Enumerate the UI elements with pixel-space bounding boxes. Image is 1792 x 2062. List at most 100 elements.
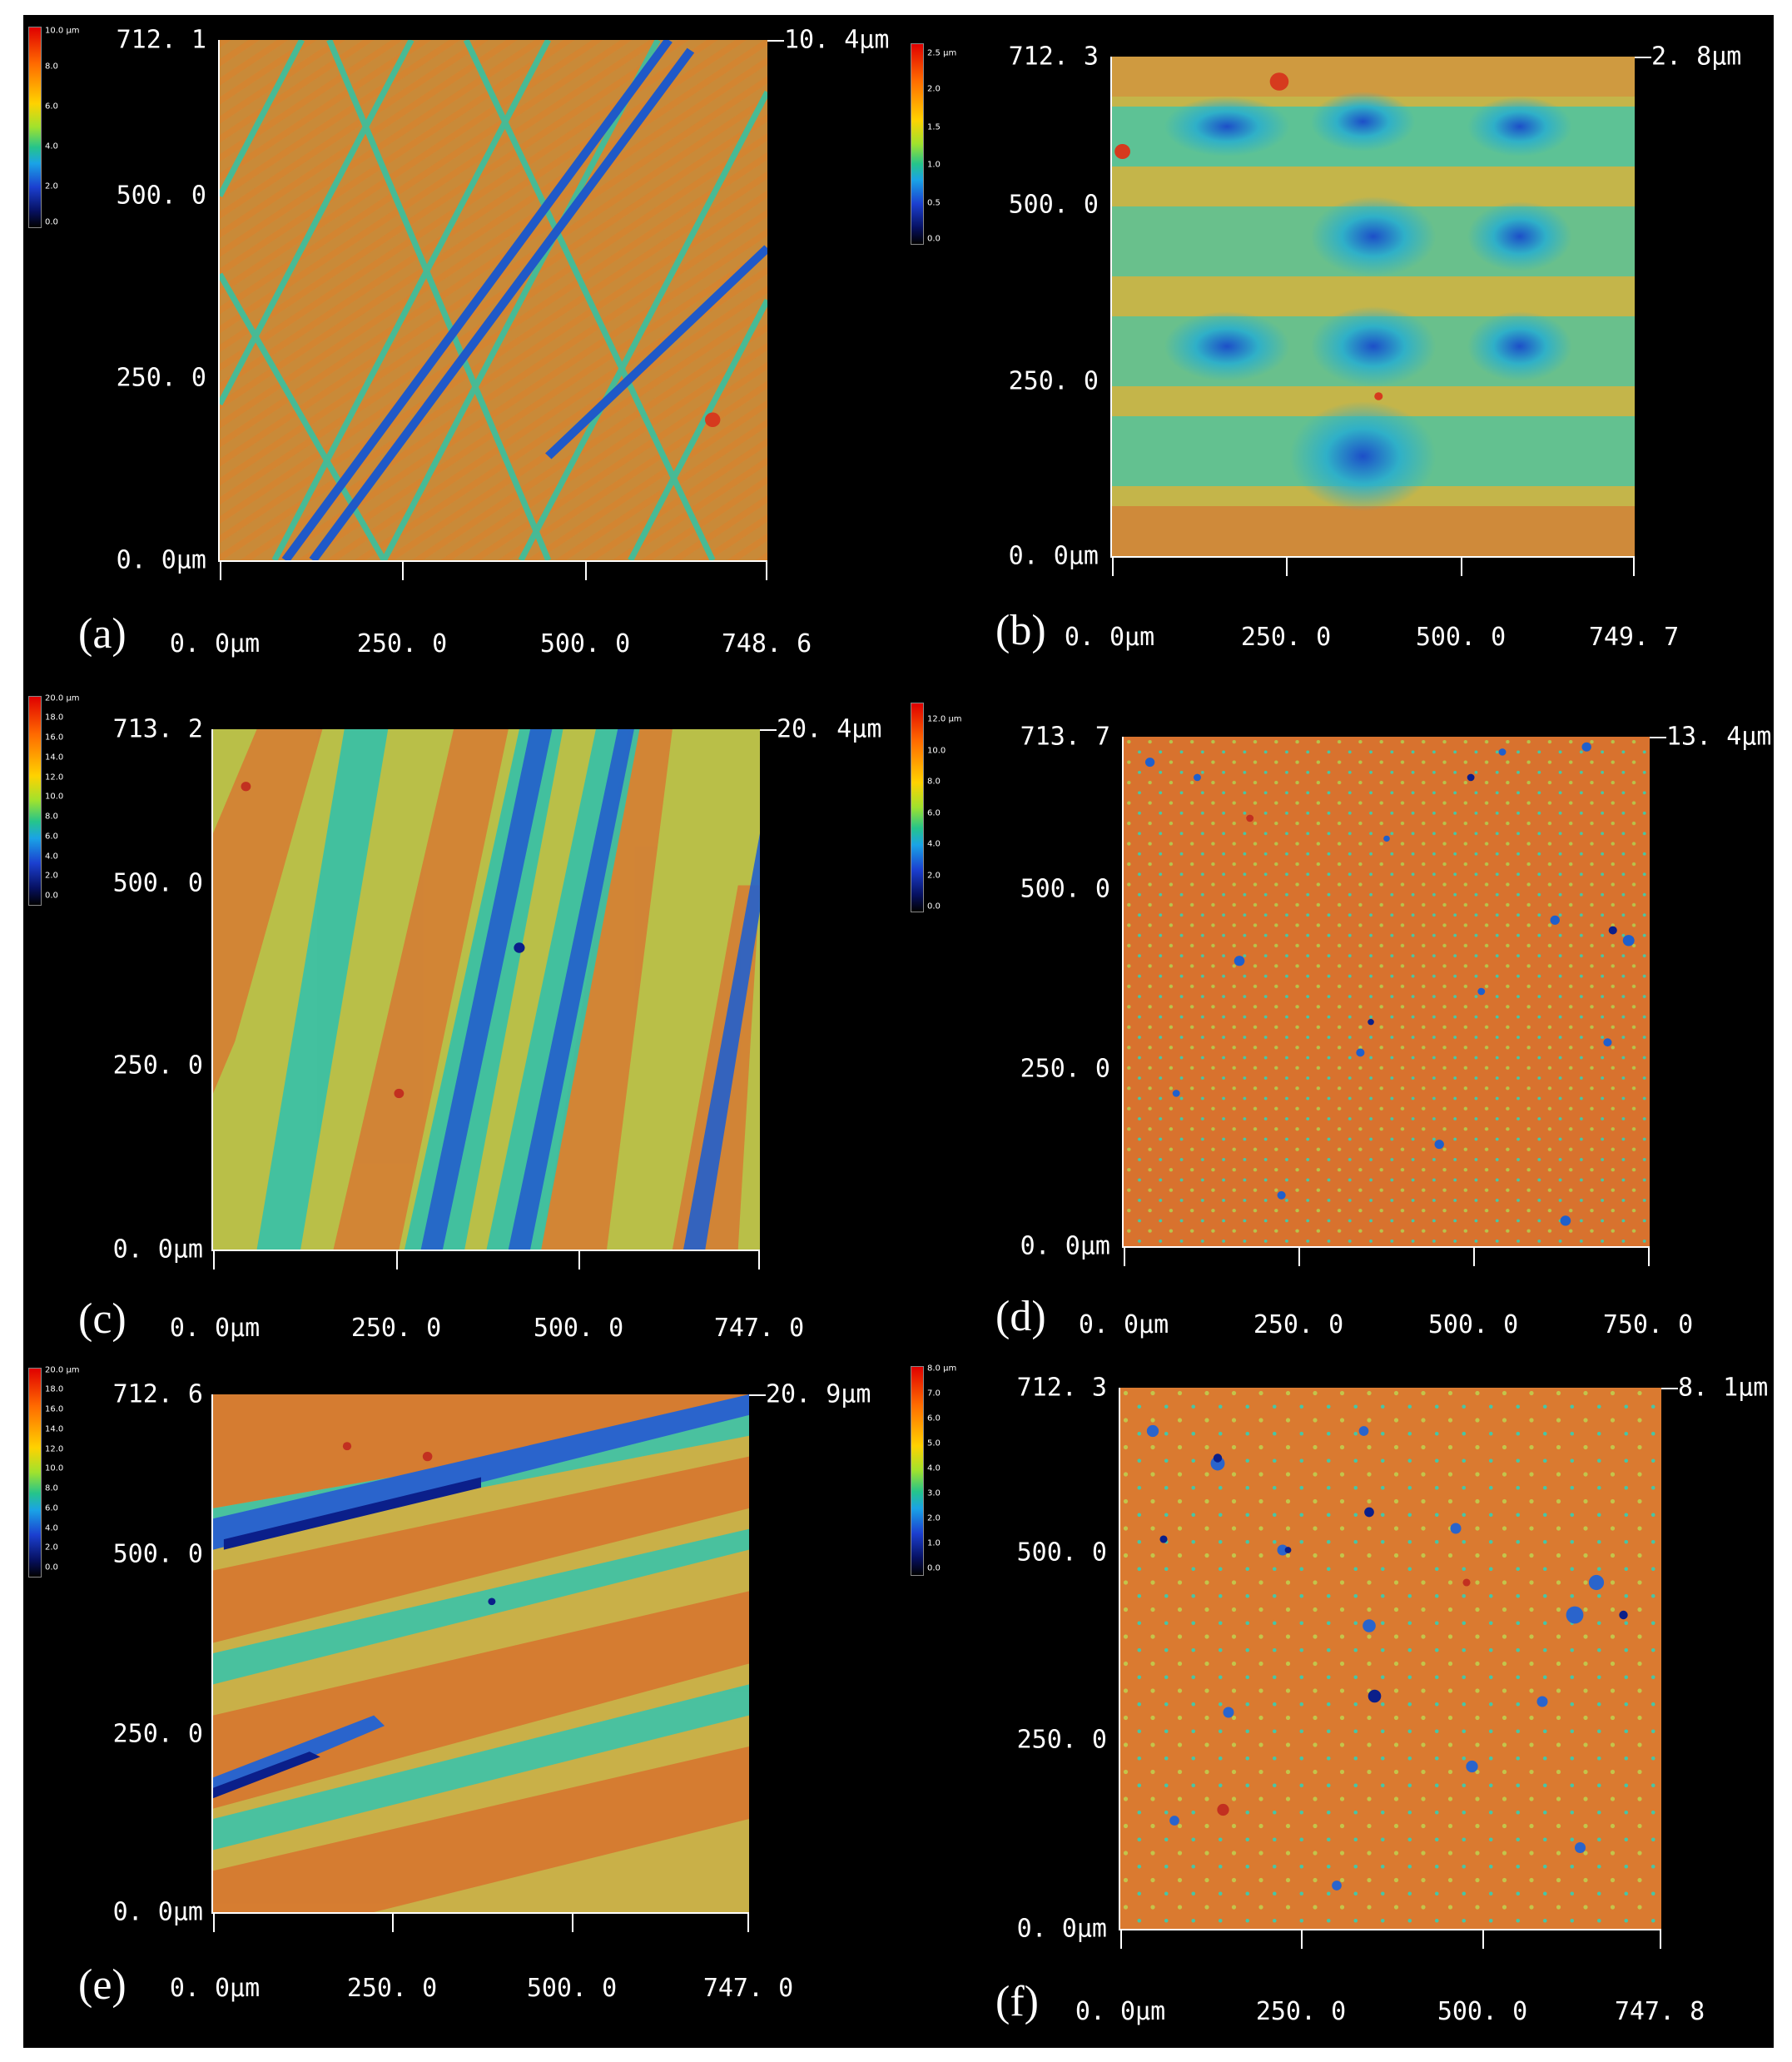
y-axis (218, 40, 220, 562)
x-tick (1120, 1929, 1122, 1949)
cb-tick: 0.0 (927, 1563, 941, 1573)
x-label-500: 500. 0 (1427, 1310, 1519, 1339)
cb-tick: 1.5 (927, 122, 941, 132)
colorbar (911, 703, 924, 912)
cb-tick: 4.0 (45, 142, 58, 152)
x-tick (1286, 556, 1288, 576)
cb-tick: 4.0 (927, 839, 941, 849)
panel-d: 12.0 µm 10.0 8.0 6.0 4.0 2.0 0.0 (906, 689, 1771, 1355)
cb-tick: 12.0 µm (927, 714, 962, 724)
x-label-max: 749. 7 (1588, 623, 1680, 652)
x-tick (392, 1912, 394, 1932)
y-axis (211, 1394, 213, 1914)
cb-tick: 14.0 (45, 1424, 64, 1434)
cb-tick: 10.0 µm (45, 26, 80, 36)
x-tick (1633, 556, 1635, 576)
panel-label: (b) (995, 607, 1046, 654)
cb-tick: 0.0 (927, 234, 941, 244)
x-label-500: 500. 0 (1415, 623, 1507, 652)
z-max-line (1661, 1388, 1678, 1389)
cb-tick: 2.5 µm (927, 48, 957, 58)
x-tick (213, 1250, 215, 1269)
colorbar (911, 1366, 924, 1576)
panel-label: (a) (78, 610, 127, 658)
cb-tick: 16.0 (45, 733, 64, 743)
panel-label: (e) (78, 1961, 127, 2009)
colorbar (28, 1368, 42, 1578)
x-tick (396, 1250, 398, 1269)
x-label-250: 250. 0 (1253, 1310, 1344, 1339)
cb-tick: 6.0 (45, 1503, 58, 1513)
y-label-top: 713. 7 (1020, 722, 1110, 752)
panel-label: (d) (995, 1293, 1046, 1340)
y-label-zero: 0. 0µm (116, 545, 206, 575)
x-axis (213, 1912, 749, 1914)
y-label-top: 712. 3 (1016, 1373, 1107, 1403)
y-axis (1119, 1388, 1120, 1930)
x-label-zero: 0. 0µm (1078, 1310, 1169, 1339)
cb-tick: 2.0 (45, 871, 58, 881)
z-max-line (767, 40, 784, 42)
cb-tick: 0.0 (45, 217, 58, 227)
panel-c: 20.0 µm 18.0 16.0 14.0 12.0 10.0 8.0 6.0… (23, 689, 897, 1355)
cb-tick: 1.0 (927, 160, 941, 170)
z-max-line (749, 1394, 766, 1396)
cb-tick: 2.0 (45, 181, 58, 191)
cb-tick: 20.0 µm (45, 693, 80, 703)
z-max-line (760, 729, 777, 731)
x-label-250: 250. 0 (1255, 1997, 1347, 2026)
cb-tick: 8.0 (45, 812, 58, 822)
cb-tick: 3.0 (927, 1488, 941, 1498)
x-label-zero: 0. 0µm (169, 1974, 261, 2003)
colorbar (28, 27, 42, 228)
z-max-line (1650, 737, 1666, 738)
y-label-top: 712. 1 (116, 25, 206, 55)
cb-tick: 6.0 (45, 832, 58, 842)
cb-tick: 4.0 (45, 1523, 58, 1533)
x-label-zero: 0. 0µm (1075, 1997, 1166, 2026)
y-label-top: 713. 2 (112, 714, 203, 744)
x-label-zero: 0. 0µm (169, 629, 261, 658)
x-label-max: 750. 0 (1602, 1310, 1694, 1339)
cb-tick: 2.0 (45, 1543, 58, 1553)
y-label-zero: 0. 0µm (1008, 541, 1099, 571)
y-label-500: 500. 0 (112, 1539, 203, 1569)
cb-tick: 8.0 (927, 777, 941, 787)
z-max-label: 8. 1µm (1678, 1373, 1769, 1403)
height-map (1124, 737, 1650, 1246)
cb-tick: 0.5 (927, 198, 941, 208)
cb-tick: 16.0 (45, 1404, 64, 1414)
cb-tick: 18.0 (45, 1384, 64, 1394)
x-tick (1482, 1929, 1484, 1949)
z-max-line (1635, 57, 1651, 58)
cb-tick: 10.0 (45, 1463, 64, 1473)
cb-tick: 7.0 (927, 1389, 941, 1398)
x-label-max: 748. 6 (721, 629, 812, 658)
y-label-250: 250. 0 (1020, 1054, 1110, 1084)
cb-tick: 6.0 (927, 808, 941, 817)
y-label-250: 250. 0 (116, 363, 206, 393)
x-tick (747, 1912, 749, 1932)
x-tick (213, 1912, 215, 1932)
colorbar-ticks: 10.0 µm 8.0 6.0 4.0 2.0 0.0 (45, 26, 80, 227)
cb-tick: 14.0 (45, 753, 64, 763)
x-tick (1124, 1246, 1125, 1266)
cb-tick: 0.0 (45, 891, 58, 901)
y-label-zero: 0. 0µm (1016, 1914, 1107, 1944)
z-max-label: 10. 4µm (784, 25, 890, 55)
x-tick (572, 1912, 573, 1932)
y-label-zero: 0. 0µm (112, 1897, 203, 1927)
x-label-500: 500. 0 (526, 1974, 618, 2003)
height-map (213, 1394, 749, 1912)
colorbar-ticks: 8.0 µm 7.0 6.0 5.0 4.0 3.0 2.0 1.0 0.0 (927, 1364, 961, 1574)
x-axis (1124, 1246, 1650, 1248)
y-axis (1110, 57, 1112, 558)
panel-label: (c) (78, 1295, 127, 1343)
x-label-500: 500. 0 (533, 1314, 624, 1343)
x-tick (1660, 1929, 1661, 1949)
y-axis (211, 729, 213, 1251)
y-label-zero: 0. 0µm (1020, 1231, 1110, 1261)
colorbar-ticks: 2.5 µm 2.0 1.5 1.0 0.5 0.0 (927, 43, 961, 244)
height-map (1120, 1388, 1661, 1929)
x-tick (766, 560, 767, 580)
